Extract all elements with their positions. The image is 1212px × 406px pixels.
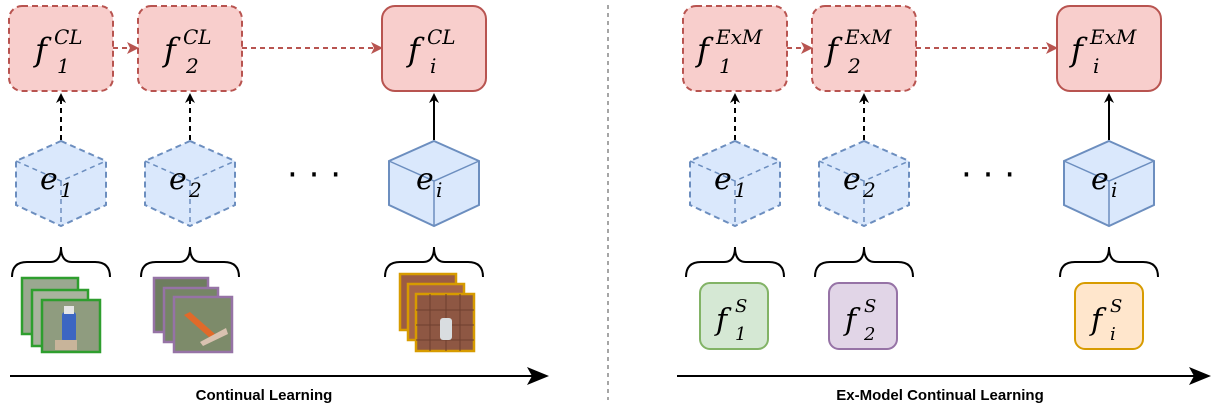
panel-title: Ex-Model Continual Learning xyxy=(836,387,1044,404)
experience-cube-i: e i xyxy=(388,139,480,228)
experience-subscript: i xyxy=(436,178,442,202)
model-subscript: 2 xyxy=(185,54,199,78)
image-stack-1 xyxy=(20,276,102,354)
experience-subscript: i xyxy=(1111,178,1117,202)
source-model-subscript: i xyxy=(1110,324,1116,345)
experience-label: e xyxy=(714,162,732,197)
model-box-exm-2: f 2 ExM xyxy=(811,5,917,92)
source-model-superscript: S xyxy=(1110,296,1122,317)
source-model-i: f i S xyxy=(1074,282,1144,350)
brace xyxy=(685,246,785,278)
model-superscript: CL xyxy=(54,25,83,49)
source-model-1: f 1 S xyxy=(699,282,769,350)
image-stack-2 xyxy=(152,276,234,354)
model-subscript: 2 xyxy=(847,54,861,78)
experience-cube-1: e 1 xyxy=(689,139,781,228)
model-superscript: ExM xyxy=(715,25,763,49)
model-box-cl-1: f 1 CL xyxy=(8,5,114,92)
experience-label: e xyxy=(40,162,58,197)
model-superscript: CL xyxy=(427,25,456,49)
source-model-superscript: S xyxy=(735,296,747,317)
model-box-cl-2: f 2 CL xyxy=(137,5,243,92)
experience-cube-i: e i xyxy=(1063,139,1155,228)
brace xyxy=(1059,246,1159,278)
source-model-subscript: 1 xyxy=(735,324,746,345)
brace xyxy=(140,246,240,278)
model-box-cl-i: f i CL xyxy=(381,5,487,92)
left-panel: f 1 CL f 2 CL f i CL e 1 xyxy=(8,5,549,404)
model-superscript: ExM xyxy=(1089,25,1137,49)
model-superscript: CL xyxy=(183,25,212,49)
model-subscript: 1 xyxy=(57,54,70,78)
source-model-2: f 2 S xyxy=(828,282,898,350)
experience-subscript: 1 xyxy=(60,178,73,202)
experience-subscript: 2 xyxy=(188,178,202,202)
experience-subscript: 1 xyxy=(734,178,747,202)
model-box-exm-i: f i ExM xyxy=(1056,5,1162,92)
brace xyxy=(11,246,111,278)
brace xyxy=(384,246,484,278)
model-subscript: i xyxy=(1093,54,1099,78)
experience-cube-2: e 2 xyxy=(818,139,910,228)
model-superscript: ExM xyxy=(844,25,892,49)
image-stack-i xyxy=(398,272,476,353)
experience-label: e xyxy=(843,162,861,197)
experience-label: e xyxy=(416,162,434,197)
experience-cube-1: e 1 xyxy=(15,139,107,228)
model-subscript: i xyxy=(430,54,436,78)
ellipsis: · · · xyxy=(961,155,1015,195)
model-subscript: 1 xyxy=(719,54,732,78)
experience-label: e xyxy=(169,162,187,197)
experience-cube-2: e 2 xyxy=(144,139,236,228)
brace xyxy=(814,246,914,278)
right-panel: f 1 ExM f 2 ExM f i ExM e 1 xyxy=(677,5,1211,404)
source-model-superscript: S xyxy=(864,296,876,317)
experience-subscript: 2 xyxy=(862,178,876,202)
panel-title: Continual Learning xyxy=(196,387,333,404)
model-box-exm-1: f 1 ExM xyxy=(682,5,788,92)
experience-label: e xyxy=(1091,162,1109,197)
ellipsis: · · · xyxy=(287,155,341,195)
source-model-subscript: 2 xyxy=(863,324,875,345)
